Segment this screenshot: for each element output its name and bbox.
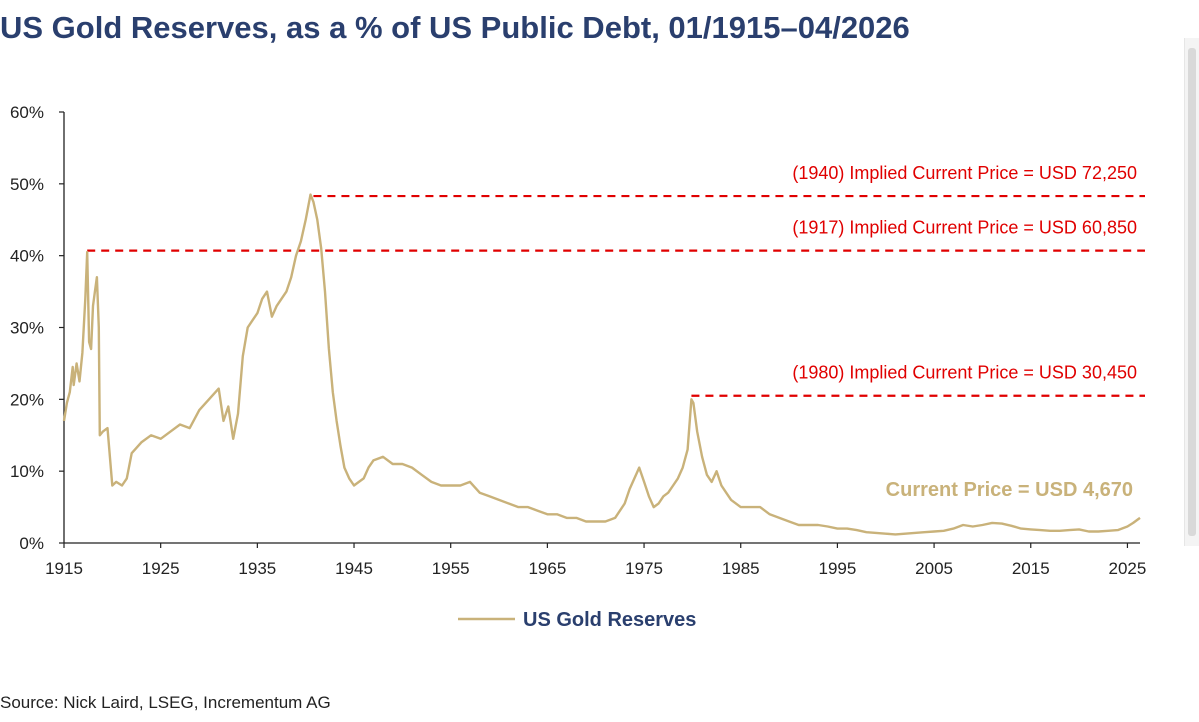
x-tick-label: 1915	[45, 559, 83, 578]
reference-line-label: (1980) Implied Current Price = USD 30,45…	[792, 363, 1137, 383]
x-tick-label: 1955	[432, 559, 470, 578]
vertical-scrollbar[interactable]	[1184, 38, 1199, 546]
x-tick-label: 1935	[238, 559, 276, 578]
scrollbar-thumb[interactable]	[1188, 48, 1196, 536]
legend: US Gold Reserves	[458, 609, 696, 631]
page-title: US Gold Reserves, as a % of US Public De…	[0, 10, 910, 45]
reference-line-label: (1917) Implied Current Price = USD 60,85…	[792, 218, 1137, 238]
y-tick-label: 40%	[10, 247, 44, 266]
source-note: Source: Nick Laird, LSEG, Incrementum AG	[0, 693, 331, 712]
reference-line-label: (1940) Implied Current Price = USD 72,25…	[792, 163, 1137, 183]
y-tick-label: 10%	[10, 462, 44, 481]
x-tick-label: 1925	[142, 559, 180, 578]
series-line-us-gold-reserves	[62, 193, 1141, 536]
x-tick-label: 1965	[528, 559, 566, 578]
y-tick-label: 0%	[19, 534, 44, 553]
x-tick-label: 1985	[722, 559, 760, 578]
x-tick-label: 2005	[915, 559, 953, 578]
legend-label: US Gold Reserves	[523, 609, 696, 631]
y-tick-label: 30%	[10, 319, 44, 338]
x-tick-label: 2015	[1012, 559, 1050, 578]
chart-axes: 0% 10% 20% 30% 40% 50% 60% 1915 1925 1935 1945 1955…	[10, 103, 1146, 578]
x-tick-label: 1945	[335, 559, 373, 578]
x-tick-label: 2025	[1109, 559, 1147, 578]
y-tick-label: 20%	[10, 390, 44, 409]
y-tick-label: 60%	[10, 103, 44, 122]
series-lines	[62, 193, 1141, 536]
y-tick-label: 50%	[10, 175, 44, 194]
x-tick-label: 1995	[818, 559, 856, 578]
reference-lines: (1940) Implied Current Price = USD 72,25…	[87, 163, 1145, 397]
x-tick-label: 1975	[625, 559, 663, 578]
annotations: Current Price = USD 4,670	[886, 479, 1133, 501]
current-price-label: Current Price = USD 4,670	[886, 479, 1133, 501]
